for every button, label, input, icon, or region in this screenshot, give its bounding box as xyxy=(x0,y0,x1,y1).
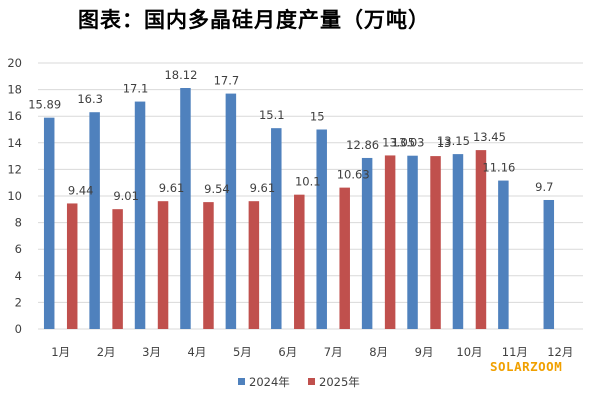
bar-2025 xyxy=(112,209,123,329)
data-label-2024: 15 xyxy=(310,110,325,124)
data-label-2025: 9.01 xyxy=(113,189,139,203)
data-label-2024: 16.3 xyxy=(77,92,103,106)
data-labels: 15.89 9.44 16.3 9.01 17.1 9.61 18.12 9.54 17.7 9.… xyxy=(28,68,553,203)
y-tick-label: 16 xyxy=(7,109,22,123)
gridlines xyxy=(38,62,583,330)
x-tick-label: 5月 xyxy=(233,345,252,359)
bar-2024 xyxy=(89,112,100,330)
bar-2025 xyxy=(475,150,487,329)
bar-2025 xyxy=(384,155,396,329)
data-label-2024: 13.03 xyxy=(392,136,425,150)
x-tick-label: 7月 xyxy=(324,345,343,359)
x-tick-label: 9月 xyxy=(415,345,434,359)
data-label-2025: 13.05 xyxy=(382,135,415,149)
bar-2025 xyxy=(203,202,214,329)
x-tick-label: 8月 xyxy=(369,345,388,359)
y-tick-label: 14 xyxy=(7,136,22,150)
y-tick-label: 20 xyxy=(7,56,22,70)
legend: 2024年 2025年 xyxy=(238,375,360,389)
bar-2024 xyxy=(134,101,146,329)
data-label-2025: 13.45 xyxy=(473,130,506,144)
y-tick-label: 18 xyxy=(7,83,22,97)
x-tick-label: 6月 xyxy=(278,345,297,359)
data-label-2025: 10.63 xyxy=(337,168,370,182)
data-label-2025: 9.54 xyxy=(204,182,230,196)
x-tick-label: 1月 xyxy=(51,345,70,359)
y-tick-label: 6 xyxy=(15,242,22,256)
data-label-2024: 12.86 xyxy=(346,138,379,152)
bar-2024 xyxy=(225,93,237,329)
bar-2024 xyxy=(361,157,373,329)
data-label-2024: 18.12 xyxy=(164,68,197,82)
x-tick-label: 12月 xyxy=(547,345,573,359)
x-tick-label: 3月 xyxy=(142,345,161,359)
y-tick-label: 4 xyxy=(15,269,22,283)
bar-2024 xyxy=(452,154,464,329)
x-tick-label: 4月 xyxy=(188,345,207,359)
bar-2024 xyxy=(407,155,418,329)
data-label-2025: 10.1 xyxy=(295,175,321,189)
x-tick-label: 11月 xyxy=(502,345,528,359)
legend-swatch-2025 xyxy=(308,378,315,385)
bar-2024 xyxy=(543,199,555,329)
bar-2024 xyxy=(180,88,191,329)
bar-2025 xyxy=(66,203,78,329)
y-axis: 0 2 4 6 8 10 12 14 16 18 20 xyxy=(7,56,22,336)
bars xyxy=(43,88,555,330)
x-tick-label: 2月 xyxy=(97,345,116,359)
y-tick-label: 2 xyxy=(15,295,22,309)
data-label-2024: 13.15 xyxy=(437,134,470,148)
bar-2024 xyxy=(498,180,509,329)
watermark: SOLARZOOM xyxy=(490,359,562,374)
bar-2024 xyxy=(271,128,282,329)
data-label-2025: 9.44 xyxy=(68,183,94,197)
data-label-2024: 11.16 xyxy=(482,161,515,175)
data-label-2024: 17.7 xyxy=(214,74,240,88)
bar-2024 xyxy=(316,129,327,329)
bar-2025 xyxy=(294,194,305,329)
bar-2025 xyxy=(339,187,350,329)
y-tick-label: 8 xyxy=(15,216,22,230)
y-tick-label: 0 xyxy=(15,322,22,336)
x-axis: 1月 2月 3月 4月 5月 6月 7月 8月 9月 10月 11月 12月 xyxy=(51,345,573,359)
data-label-2025: 9.61 xyxy=(159,181,185,195)
bar-2024 xyxy=(43,117,55,330)
x-tick-label: 10月 xyxy=(456,345,482,359)
bar-2025 xyxy=(248,201,260,329)
data-label-2024: 15.1 xyxy=(259,108,285,122)
legend-label-2025: 2025年 xyxy=(319,375,360,389)
legend-label-2024: 2024年 xyxy=(249,375,290,389)
data-label-2024: 9.7 xyxy=(535,180,553,194)
legend-swatch-2024 xyxy=(238,378,245,385)
data-label-2024: 17.1 xyxy=(123,82,149,96)
data-label-2025: 9.61 xyxy=(250,181,276,195)
bar-2025 xyxy=(430,156,441,329)
chart-title: 图表：国内多晶硅月度产量（万吨） xyxy=(78,8,430,32)
data-label-2025: 13 xyxy=(437,136,452,150)
y-tick-label: 12 xyxy=(7,162,22,176)
y-tick-label: 10 xyxy=(7,189,22,203)
bar-2025 xyxy=(157,201,169,329)
data-label-2024: 15.89 xyxy=(28,98,61,112)
